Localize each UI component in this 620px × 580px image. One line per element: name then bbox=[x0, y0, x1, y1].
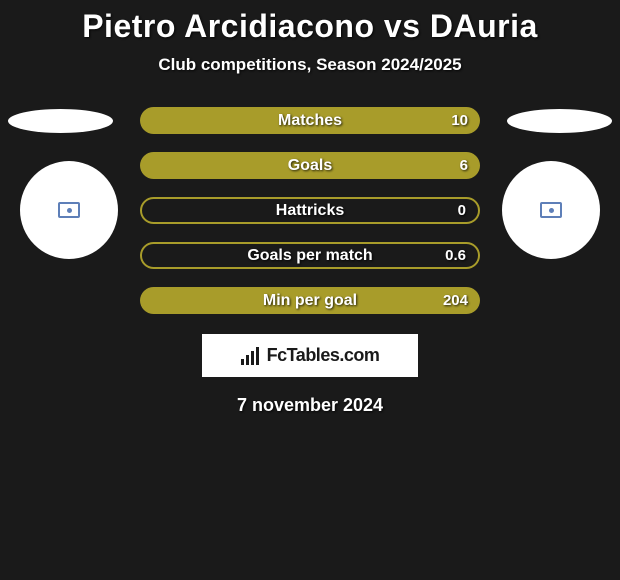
comparison-card: Pietro Arcidiacono vs DAuria Club compet… bbox=[0, 0, 620, 580]
stat-label: Matches bbox=[278, 112, 342, 130]
brand-text: FcTables.com bbox=[267, 345, 380, 366]
stat-bar: Min per goal 204 bbox=[140, 287, 480, 314]
stat-bar: Hattricks 0 bbox=[140, 197, 480, 224]
stat-row: Min per goal 204 bbox=[0, 287, 620, 314]
stat-value: 10 bbox=[451, 112, 468, 129]
page-title: Pietro Arcidiacono vs DAuria bbox=[0, 0, 620, 45]
badge-placeholder-icon bbox=[58, 202, 80, 218]
snapshot-date: 7 november 2024 bbox=[0, 395, 620, 416]
stat-label: Goals per match bbox=[247, 247, 372, 265]
right-ellipse-decoration bbox=[507, 109, 612, 133]
stat-bar: Matches 10 bbox=[140, 107, 480, 134]
left-ellipse-decoration bbox=[8, 109, 113, 133]
stat-label: Min per goal bbox=[263, 292, 357, 310]
stat-value: 6 bbox=[460, 157, 468, 174]
brand-box: FcTables.com bbox=[202, 334, 418, 377]
stat-label: Goals bbox=[288, 157, 332, 175]
stat-row: Matches 10 bbox=[0, 107, 620, 134]
stat-value: 0.6 bbox=[445, 247, 466, 264]
subtitle-text: Club competitions, Season 2024/2025 bbox=[0, 55, 620, 75]
stat-label: Hattricks bbox=[276, 202, 344, 220]
brand-chart-icon bbox=[241, 347, 261, 365]
stat-bar: Goals per match 0.6 bbox=[140, 242, 480, 269]
stat-bars-area: Matches 10 Goals 6 Hattricks 0 Goals per match… bbox=[0, 107, 620, 314]
stat-value: 0 bbox=[458, 202, 466, 219]
badge-placeholder-icon bbox=[540, 202, 562, 218]
stat-row: Hattricks 0 bbox=[0, 197, 620, 224]
stat-value: 204 bbox=[443, 292, 468, 309]
stat-bar: Goals 6 bbox=[140, 152, 480, 179]
stat-row: Goals per match 0.6 bbox=[0, 242, 620, 269]
